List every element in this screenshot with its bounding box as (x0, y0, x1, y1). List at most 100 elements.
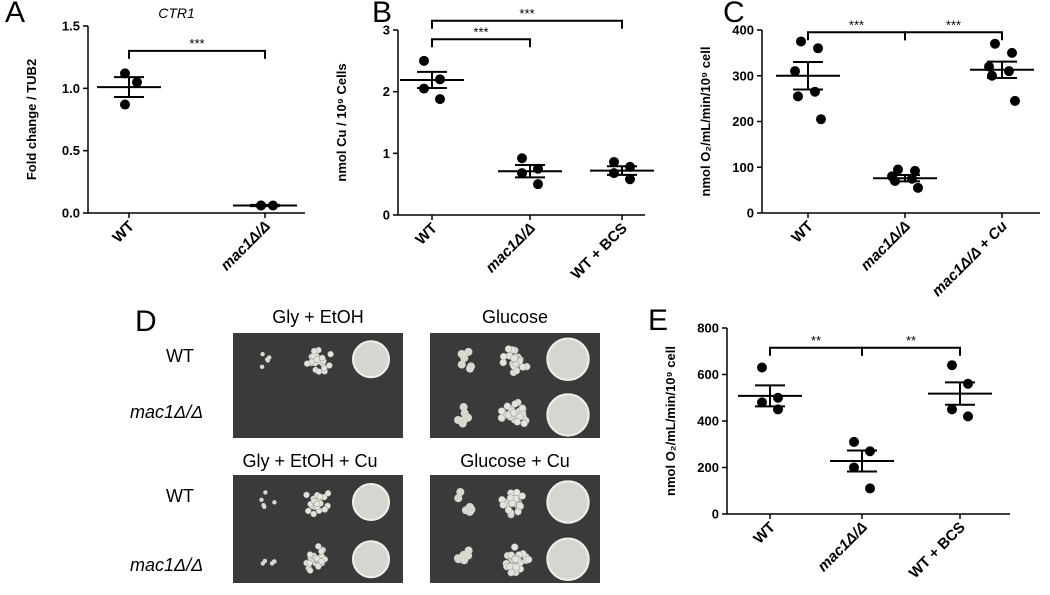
y-tick-label: 3 (383, 23, 390, 38)
row-label: WT (166, 486, 194, 506)
x-tick-label: WT (412, 220, 441, 249)
colony (504, 345, 513, 353)
colony (497, 407, 506, 415)
data-point (435, 94, 445, 105)
colony (524, 555, 533, 564)
panel-letter: B (372, 0, 392, 29)
colony (272, 500, 277, 505)
data-point (947, 360, 957, 371)
colony (499, 501, 507, 509)
colony (504, 506, 513, 514)
error-bar (417, 70, 447, 89)
colony (313, 555, 321, 562)
y-axis-label: nmol O₂/mL/min/10⁹ cell (663, 346, 678, 496)
data-point (533, 179, 543, 190)
significance-bracket (807, 31, 906, 41)
colony (511, 555, 520, 563)
y-tick-label: 800 (697, 321, 719, 336)
x-tick-label: mac1Δ/Δ (482, 220, 538, 276)
colony (260, 561, 266, 566)
colony (259, 497, 264, 502)
colony (306, 559, 313, 567)
data-point (773, 392, 783, 403)
chart-title: CTR1 (158, 5, 195, 21)
y-tick-label: 0.0 (62, 206, 80, 221)
x-tick-label: WT (109, 218, 138, 247)
colony (456, 488, 465, 497)
colony (511, 400, 519, 408)
colony-spot (546, 537, 590, 581)
error-bar (114, 76, 144, 99)
error-bar (890, 174, 920, 183)
colony (319, 354, 326, 362)
data-point (796, 36, 806, 47)
colony (318, 558, 325, 565)
x-tick-label: mac1Δ/Δ (217, 218, 273, 274)
colony (519, 363, 527, 371)
data-point (849, 436, 859, 447)
data-point (816, 114, 826, 125)
y-tick-label: 100 (732, 160, 754, 175)
y-tick-label: 600 (697, 367, 719, 382)
row-label: mac1Δ/Δ (130, 402, 203, 422)
colony (321, 506, 329, 513)
error-bar (250, 203, 280, 208)
data-point (963, 411, 973, 422)
colony (458, 419, 467, 428)
significance-bracket (128, 49, 266, 59)
significance-label: *** (946, 17, 961, 32)
colony (516, 502, 524, 510)
significance-label: ** (811, 333, 821, 348)
colony (306, 551, 314, 558)
colony (310, 347, 318, 355)
y-tick-label: 1 (383, 146, 390, 161)
colony (454, 494, 463, 503)
colony (315, 543, 322, 550)
x-tick-label: WT (750, 519, 779, 548)
data-point (913, 182, 923, 193)
data-point (120, 99, 130, 110)
y-tick-label: 0.5 (62, 143, 80, 158)
error-bar (755, 384, 785, 408)
data-point (990, 38, 1000, 49)
x-tick-label: mac1Δ/Δ (814, 519, 870, 575)
colony (510, 409, 518, 417)
data-point (947, 404, 957, 415)
colony (512, 563, 520, 571)
colony (267, 355, 272, 360)
error-bar (945, 381, 975, 406)
error-bar (607, 165, 637, 176)
data-point (757, 397, 767, 408)
colony (464, 347, 473, 356)
row-label: WT (166, 346, 194, 366)
significance-bracket (431, 19, 623, 29)
data-point (625, 174, 635, 185)
significance-label: *** (473, 24, 488, 39)
plate-title: Gly + EtOH + Cu (242, 451, 377, 471)
data-point (419, 55, 429, 66)
data-point (793, 91, 803, 102)
y-axis-label: nmol Cu / 10⁹ Cells (334, 63, 349, 181)
colony (510, 354, 518, 363)
colony (304, 507, 312, 515)
colony (303, 491, 310, 499)
colony (263, 490, 268, 495)
colony (303, 360, 311, 367)
colony (272, 559, 277, 564)
colony (326, 362, 333, 369)
colony (466, 362, 476, 371)
colony (499, 352, 508, 361)
colony (508, 499, 516, 508)
significance-bracket (431, 38, 531, 48)
data-point (910, 165, 920, 176)
colony (262, 504, 267, 509)
significance-bracket (861, 346, 961, 356)
x-tick-label: mac1Δ/Δ (857, 218, 913, 274)
plate-title: Glucose (482, 307, 548, 327)
panel-letter: D (135, 305, 157, 338)
data-point (849, 462, 859, 473)
error-bar (987, 60, 1017, 80)
significance-label: *** (849, 17, 864, 32)
panel-letter: E (648, 304, 668, 337)
